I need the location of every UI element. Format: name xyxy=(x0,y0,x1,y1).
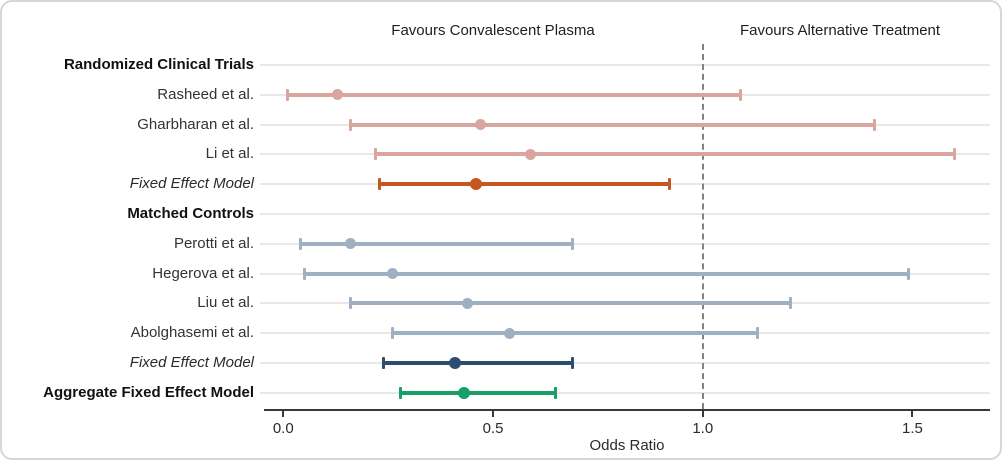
row-gridline xyxy=(260,362,990,364)
ci-cap-right xyxy=(571,357,575,369)
x-tick-label: 0.5 xyxy=(482,420,504,437)
ci-line xyxy=(379,182,670,187)
x-axis-line xyxy=(264,409,990,411)
ci-cap-right xyxy=(755,327,759,340)
ci-line xyxy=(392,331,758,336)
row-label-study: Gharbharan et al. xyxy=(137,115,254,133)
ci-line xyxy=(287,92,741,97)
x-tick-mark xyxy=(701,411,704,417)
x-axis-title: Odds Ratio xyxy=(589,437,665,454)
row-label-aggregate: Aggregate Fixed Effect Model xyxy=(43,383,254,401)
row-label-study: Rasheed et al. xyxy=(157,85,254,103)
ci-cap-left xyxy=(348,297,352,310)
x-tick-label: 0.0 xyxy=(272,420,294,437)
ci-line xyxy=(400,390,556,395)
ci-cap-right xyxy=(667,178,671,191)
x-tick-label: 1.0 xyxy=(692,420,714,437)
x-tick-mark xyxy=(282,411,285,417)
ci-line xyxy=(375,152,955,157)
ci-cap-left xyxy=(378,178,382,191)
ci-cap-left xyxy=(390,327,394,340)
row-label-study: Perotti et al. xyxy=(173,234,254,252)
row-label-header: Matched Controls xyxy=(127,205,254,222)
point-estimate xyxy=(474,119,486,131)
ci-cap-right xyxy=(906,267,910,280)
ci-cap-left xyxy=(399,386,403,399)
ci-cap-left xyxy=(348,118,352,131)
ci-cap-right xyxy=(873,118,877,131)
row-gridline xyxy=(260,391,990,394)
ci-cap-right xyxy=(789,297,793,310)
ci-cap-left xyxy=(302,267,306,280)
row-label-study: Li et al. xyxy=(205,145,254,163)
point-estimate xyxy=(504,327,516,339)
x-tick-label: 1.5 xyxy=(902,420,923,437)
ci-line xyxy=(300,241,573,246)
point-estimate xyxy=(332,89,344,101)
row-label-study: Abolghasemi et al. xyxy=(130,324,254,342)
ci-line xyxy=(350,301,791,306)
favours-left-label: Favours Convalescent Plasma xyxy=(391,22,595,39)
reference-line xyxy=(701,44,704,409)
row-label-header: Randomized Clinical Trials xyxy=(63,56,254,73)
ci-cap-right xyxy=(952,148,956,161)
ci-cap-right xyxy=(739,88,742,101)
row-label-summary: Fixed Effect Model xyxy=(129,175,254,193)
point-estimate xyxy=(344,238,356,250)
ci-cap-left xyxy=(382,357,386,369)
row-label-study: Liu et al. xyxy=(197,294,254,312)
point-estimate xyxy=(457,386,470,399)
favours-right-label: Favours Alternative Treatment xyxy=(739,22,941,39)
ci-line xyxy=(383,361,573,365)
row-gridline xyxy=(260,242,990,245)
row-label-summary: Fixed Effect Model xyxy=(129,354,254,371)
ci-line xyxy=(350,122,875,127)
point-estimate xyxy=(470,178,483,191)
point-estimate xyxy=(525,148,537,160)
row-gridline xyxy=(260,64,990,66)
row-label-study: Hegerova et al. xyxy=(152,264,254,282)
row-gridline xyxy=(260,213,990,215)
ci-cap-left xyxy=(285,88,289,101)
ci-cap-right xyxy=(554,386,558,399)
ci-cap-left xyxy=(298,237,302,250)
point-estimate xyxy=(462,297,474,309)
ci-cap-left xyxy=(374,148,378,161)
x-tick-mark xyxy=(492,411,495,417)
point-estimate xyxy=(449,357,462,369)
x-tick-mark xyxy=(911,411,914,417)
ci-cap-right xyxy=(571,237,575,250)
ci-line xyxy=(304,271,909,276)
point-estimate xyxy=(386,268,398,280)
